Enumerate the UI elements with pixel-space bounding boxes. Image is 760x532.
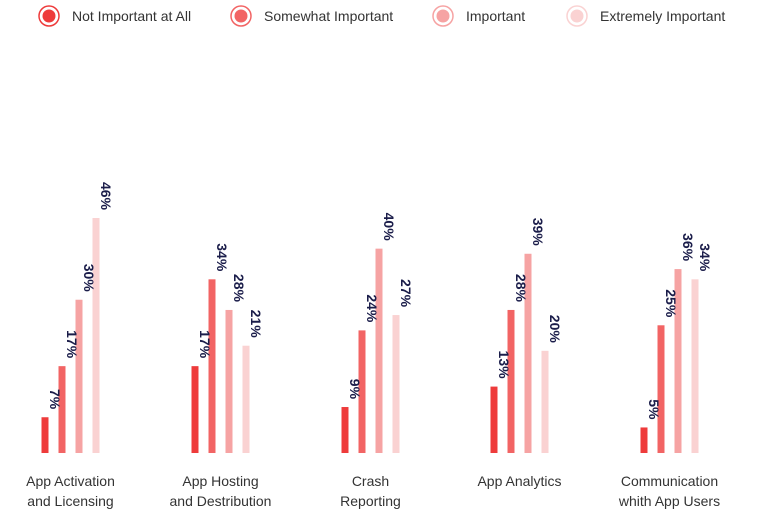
bar-app-hosting-and-destribution-somewhat-important [208, 279, 216, 453]
category-label-app-activation-and-licensing: App Activation and Licensing [26, 473, 115, 509]
category-label-app-analytics: App Analytics [477, 473, 561, 489]
bar-app-hosting-and-destribution-extremely-important [242, 345, 250, 453]
value-label: 39% [530, 218, 546, 247]
bar-communication-whith-app-users-extremely-important [691, 279, 699, 453]
legend-label: Extremely Important [600, 8, 725, 24]
bar-app-activation-and-licensing-important [75, 299, 83, 453]
value-label: 28% [231, 274, 247, 303]
bar-communication-whith-app-users-somewhat-important [657, 325, 665, 453]
category-label-communication-whith-app-users: Communication whith App Users [618, 473, 720, 509]
value-label: 28% [513, 274, 529, 303]
legend-item-somewhat-important[interactable]: Somewhat Important [230, 5, 393, 27]
category-labels: App Activation and Licensing App Hosting an… [26, 473, 720, 509]
bar-app-hosting-and-destribution-important [225, 309, 233, 453]
bar-app-activation-and-licensing-somewhat-important [58, 366, 66, 453]
bar-crash-reporting-somewhat-important [358, 330, 366, 453]
bar-app-analytics-not-important-at-all [490, 386, 498, 453]
legend-dot [234, 9, 248, 23]
bar-crash-reporting-important [375, 248, 383, 453]
legend-dot [42, 9, 56, 23]
bar-app-activation-and-licensing-extremely-important [92, 218, 100, 453]
legend-dot [436, 9, 450, 23]
value-label: 9% [347, 379, 363, 400]
legend-ring [432, 5, 454, 27]
value-label: 30% [81, 264, 97, 293]
value-label: 40% [381, 213, 397, 242]
legend-dot [570, 9, 584, 23]
bars [41, 218, 699, 453]
value-label: 5% [646, 399, 662, 420]
value-label: 20% [547, 315, 563, 344]
legend-ring [230, 5, 252, 27]
value-label: 46% [98, 182, 114, 211]
value-label: 24% [364, 294, 380, 323]
value-label: 7% [47, 389, 63, 410]
legend-item-extremely-important[interactable]: Extremely Important [566, 5, 725, 27]
value-label: 17% [64, 330, 80, 359]
bar-communication-whith-app-users-not-important-at-all [640, 427, 648, 453]
legend-item-important[interactable]: Important [432, 5, 525, 27]
value-label: 17% [197, 330, 213, 359]
category-label-crash-reporting: Crash Reporting [340, 473, 401, 509]
bar-communication-whith-app-users-important [674, 269, 682, 453]
bar-app-activation-and-licensing-not-important-at-all [41, 417, 49, 453]
value-label: 13% [496, 351, 512, 380]
legend-label: Not Important at All [72, 8, 191, 24]
legend: Not Important at All Somewhat Important Im… [38, 5, 725, 27]
bar-crash-reporting-not-important-at-all [341, 407, 349, 453]
bar-app-hosting-and-destribution-not-important-at-all [191, 366, 199, 453]
legend-ring [566, 5, 588, 27]
bar-crash-reporting-extremely-important [392, 315, 400, 453]
legend-label: Somewhat Important [264, 8, 393, 24]
value-label: 21% [248, 310, 264, 339]
bar-app-analytics-extremely-important [541, 350, 549, 453]
legend-ring [38, 5, 60, 27]
category-label-app-hosting-and-destribution: App Hosting and Destribution [170, 473, 272, 509]
bar-app-analytics-important [524, 253, 532, 453]
bar-app-analytics-somewhat-important [507, 309, 515, 453]
legend-label: Important [466, 8, 525, 24]
value-label: 27% [398, 279, 414, 308]
value-label: 34% [697, 243, 713, 272]
value-label: 25% [663, 289, 679, 318]
value-label: 36% [680, 233, 696, 262]
legend-item-not-important-at-all[interactable]: Not Important at All [38, 5, 191, 27]
value-label: 34% [214, 243, 230, 272]
value-labels: 7%17%30%46%17%34%28%21%9%24%40%27%13%28%… [47, 182, 713, 420]
